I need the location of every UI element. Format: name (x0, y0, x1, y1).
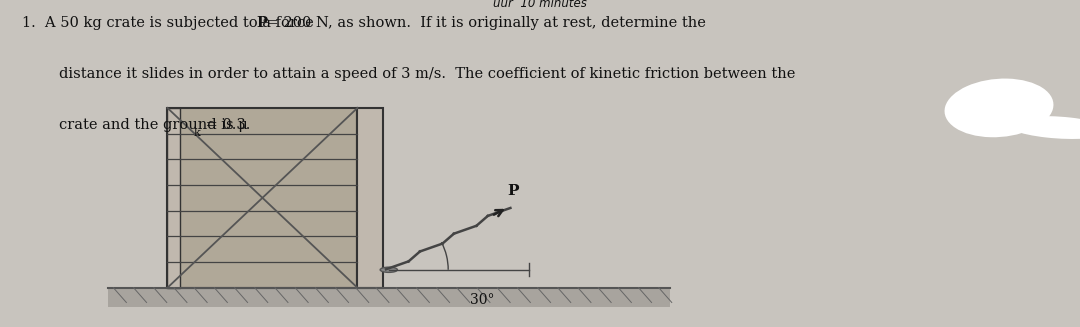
Text: 30°: 30° (470, 293, 495, 307)
Text: = 0.3.: = 0.3. (202, 118, 251, 132)
Text: crate and the ground is μ: crate and the ground is μ (59, 118, 248, 132)
Bar (167, 108, 357, 288)
Text: P: P (256, 16, 268, 30)
Bar (108, 288, 670, 307)
Text: P: P (508, 184, 518, 198)
Ellipse shape (945, 78, 1053, 137)
Text: k: k (194, 128, 201, 138)
Bar (357, 108, 383, 288)
Ellipse shape (1007, 116, 1080, 139)
Bar (167, 108, 180, 288)
Text: = 200 N, as shown.  If it is originally at rest, determine the: = 200 N, as shown. If it is originally a… (262, 16, 706, 30)
Text: 1.  A 50 kg crate is subjected to a force: 1. A 50 kg crate is subjected to a force (22, 16, 318, 30)
Circle shape (380, 267, 397, 272)
Text: uur  10 minutes: uur 10 minutes (494, 0, 586, 10)
Text: distance it slides in order to attain a speed of 3 m/s.  The coefficient of kine: distance it slides in order to attain a … (59, 67, 796, 81)
